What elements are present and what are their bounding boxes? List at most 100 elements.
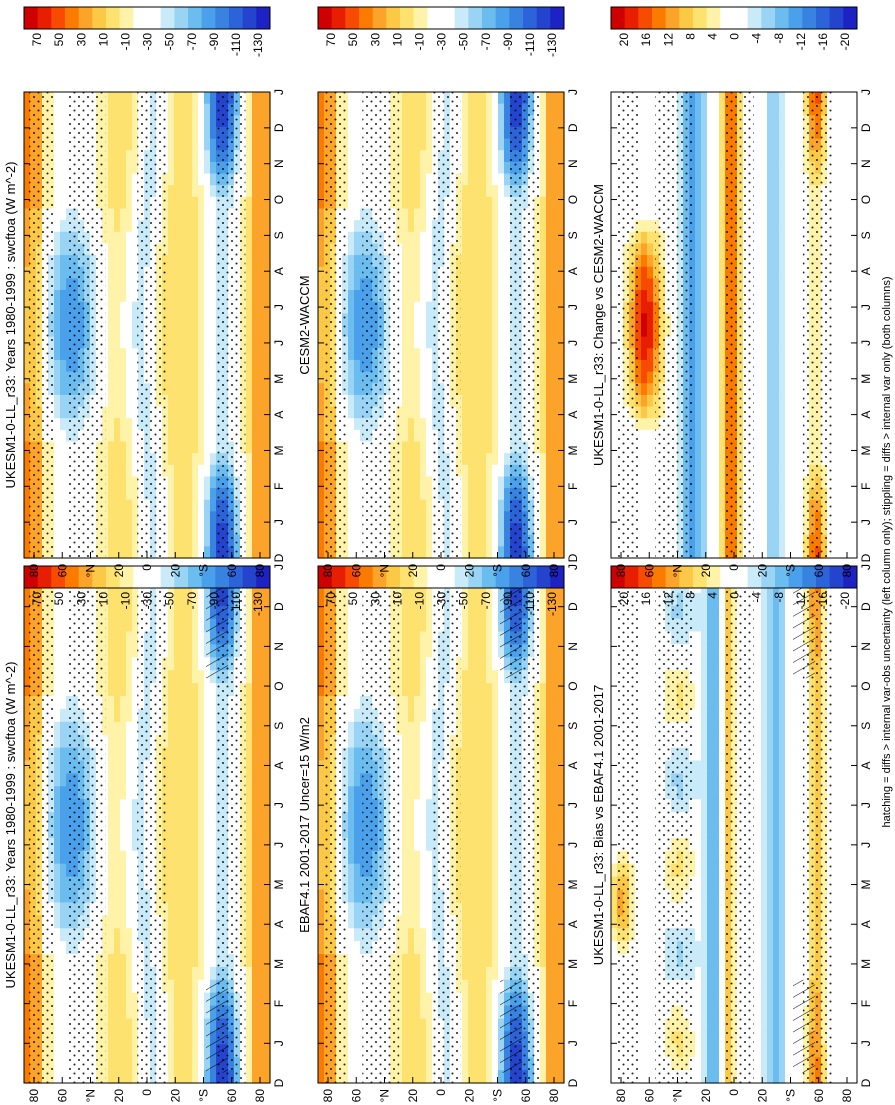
heatmap-cell — [60, 773, 67, 787]
heatmap-cell — [414, 708, 421, 723]
heatmap-cell — [420, 708, 427, 723]
heatmap-cell — [120, 721, 127, 736]
heatmap-cell — [713, 966, 720, 981]
heatmap-cell — [767, 1070, 774, 1084]
heatmap-cell — [761, 954, 768, 968]
heatmap-cell — [779, 1018, 786, 1032]
heatmap-cell — [779, 760, 786, 774]
heatmap-cell — [767, 644, 774, 658]
heatmap-cell — [210, 812, 217, 826]
heatmap-cell — [791, 812, 798, 826]
heatmap-cell — [641, 734, 648, 749]
heatmap-cell — [492, 992, 499, 1007]
heatmap-cell — [611, 812, 618, 826]
heatmap-cell — [414, 644, 421, 658]
heatmap-cell — [264, 902, 271, 916]
heatmap-cell — [180, 941, 187, 955]
heatmap-cell — [192, 825, 199, 839]
heatmap-cell — [773, 605, 780, 620]
heatmap-cell — [402, 1057, 409, 1071]
heatmap-cell — [354, 721, 361, 736]
heatmap-cell — [60, 966, 67, 981]
heatmap-cell — [767, 902, 774, 916]
heatmap-cell — [402, 592, 409, 607]
heatmap-cell — [791, 902, 798, 916]
heatmap-cell — [186, 605, 193, 620]
heatmap-cell — [24, 786, 31, 800]
heatmap-cell — [785, 760, 792, 774]
heatmap-cell — [474, 773, 481, 787]
heatmap-cell — [462, 1057, 469, 1071]
heatmap-cell — [773, 721, 780, 736]
heatmap-cell — [174, 889, 181, 903]
heatmap-cell — [785, 696, 792, 710]
heatmap-cell — [192, 644, 199, 658]
heatmap-cell — [354, 773, 361, 787]
heatmap-cell — [174, 618, 181, 633]
heatmap-cell — [689, 812, 696, 826]
heatmap-cell — [641, 760, 648, 774]
heatmap-cell — [132, 863, 139, 878]
heatmap-cell — [540, 941, 547, 955]
heatmap-cell — [695, 1031, 702, 1045]
heatmap-cell — [264, 1018, 271, 1032]
heatmap-cell — [546, 696, 553, 710]
heatmap-cell — [480, 644, 487, 658]
heatmap-cell — [480, 1070, 487, 1084]
heatmap-cell — [540, 1018, 547, 1032]
heatmap-cell — [755, 966, 762, 981]
heatmap-cell — [761, 747, 768, 762]
heatmap-cell — [785, 1057, 792, 1071]
heatmap-cell — [474, 954, 481, 968]
heatmap-cell — [498, 966, 505, 981]
lat-tick-label: 60 — [349, 1089, 363, 1103]
heatmap-cell — [713, 786, 720, 800]
heatmap-cell — [761, 876, 768, 891]
heatmap-cell — [647, 954, 654, 968]
heatmap-cell — [318, 605, 325, 620]
heatmap-cell — [126, 773, 133, 787]
heatmap-cell — [462, 876, 469, 891]
heatmap-cell — [498, 915, 505, 929]
heatmap-cell — [719, 721, 726, 736]
heatmap-cell — [348, 683, 355, 697]
heatmap-cell — [833, 902, 840, 916]
heatmap-cell — [773, 992, 780, 1007]
heatmap-cell — [186, 592, 193, 607]
time-tick-label: N — [566, 642, 580, 651]
heatmap-cell — [126, 1005, 133, 1020]
heatmap-cell — [474, 928, 481, 942]
heatmap-cell — [174, 670, 181, 684]
heatmap-cell — [348, 941, 355, 955]
heatmap-cell — [791, 837, 798, 852]
heatmap-cell — [264, 631, 271, 645]
heatmap-cell — [480, 889, 487, 903]
heatmap-cell — [719, 708, 726, 723]
heatmap-cell — [354, 657, 361, 671]
heatmap-cell — [785, 837, 792, 852]
heatmap-cell — [641, 605, 648, 620]
heatmap-cell — [486, 683, 493, 697]
heatmap-cell — [492, 605, 499, 620]
lat-tick-label: 20 — [462, 1089, 476, 1103]
heatmap-cell — [767, 1044, 774, 1058]
heatmap-cell — [797, 941, 804, 955]
heatmap-cell — [713, 618, 720, 633]
heatmap-cell — [354, 670, 361, 684]
heatmap-cell — [641, 657, 648, 671]
heatmap-cell — [761, 799, 768, 813]
heatmap-cell — [504, 837, 511, 852]
heatmap-cell — [414, 670, 421, 684]
heatmap-cell — [102, 1018, 109, 1032]
heatmap-cell — [689, 786, 696, 800]
heatmap-cell — [168, 786, 175, 800]
heatmap-cell — [779, 721, 786, 736]
heatmap-cell — [402, 850, 409, 865]
heatmap-cell — [426, 747, 433, 762]
heatmap-cell — [174, 979, 181, 994]
heatmap-cell — [486, 721, 493, 736]
heatmap-cell — [719, 696, 726, 710]
heatmap-cell — [546, 941, 553, 955]
heatmap-cell — [426, 966, 433, 981]
heatmap-cell — [318, 721, 325, 736]
